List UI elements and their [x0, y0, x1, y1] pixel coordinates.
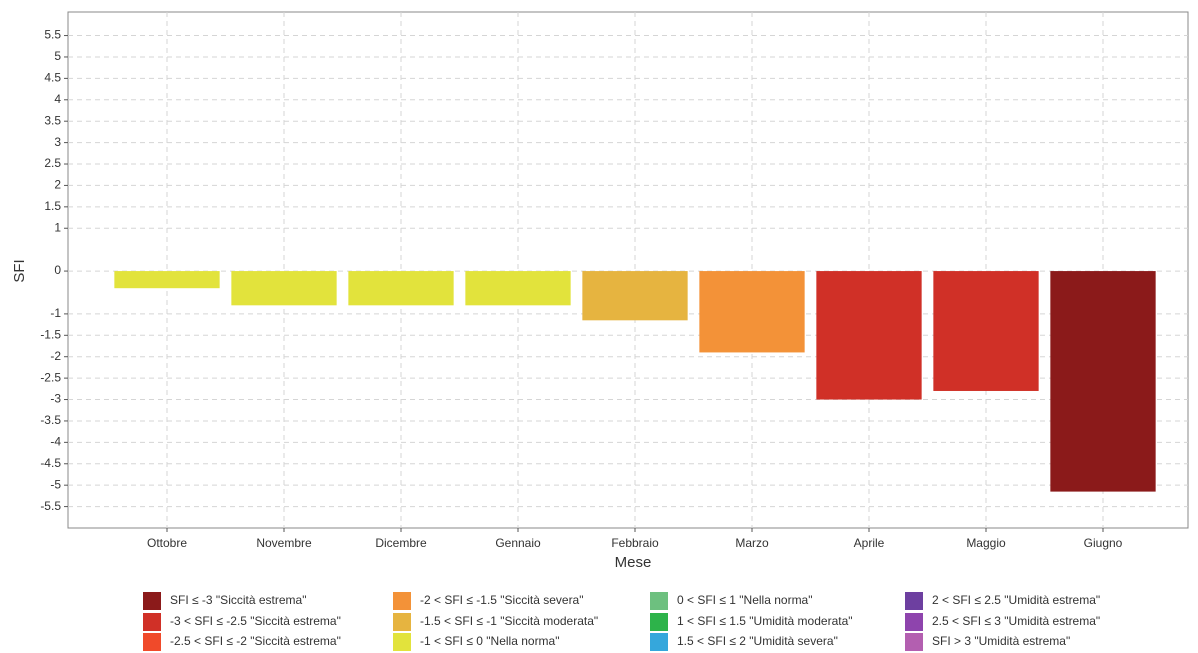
y-tick-label: 3	[54, 135, 61, 149]
legend-label: -1 < SFI ≤ 0 "Nella norma"	[420, 634, 560, 648]
legend-swatch	[650, 633, 668, 651]
bar	[1050, 271, 1156, 492]
y-tick-label: -4.5	[40, 456, 61, 470]
x-tick-label: Giugno	[1084, 536, 1123, 550]
y-tick-label: -5.5	[40, 499, 61, 513]
y-tick-label: 5	[54, 49, 61, 63]
bar	[582, 271, 688, 321]
y-axis-label: SFI	[11, 259, 28, 282]
y-tick-label: 1	[54, 220, 61, 234]
legend-label: 1.5 < SFI ≤ 2 "Umidità severa"	[677, 634, 838, 648]
y-tick-label: 4.5	[44, 71, 61, 85]
legend-swatch	[393, 633, 411, 651]
y-tick-label: 2.5	[44, 156, 61, 170]
legend-swatch	[905, 613, 923, 631]
y-tick-label: 1.5	[44, 199, 61, 213]
bar	[348, 271, 454, 306]
legend-label: 2.5 < SFI ≤ 3 "Umidità estrema"	[932, 614, 1100, 628]
x-tick-label: Febbraio	[611, 536, 659, 550]
legend-swatch	[905, 592, 923, 610]
bar	[231, 271, 337, 306]
legend-swatch	[393, 592, 411, 610]
legend-label: 0 < SFI ≤ 1 "Nella norma"	[677, 593, 813, 607]
y-tick-label: -3	[50, 392, 61, 406]
y-tick-label: -1	[50, 306, 61, 320]
y-tick-label: 4	[54, 92, 61, 106]
x-tick-label: Aprile	[854, 536, 885, 550]
legend-swatch	[650, 613, 668, 631]
legend-swatch	[905, 633, 923, 651]
legend-label: -2.5 < SFI ≤ -2 "Siccità estrema"	[170, 634, 341, 648]
x-tick-label: Gennaio	[495, 536, 541, 550]
y-tick-label: -1.5	[40, 327, 61, 341]
legend-label: 1 < SFI ≤ 1.5 "Umidità moderata"	[677, 614, 853, 628]
y-tick-label: -3.5	[40, 413, 61, 427]
legend-label: SFI ≤ -3 "Siccità estrema"	[170, 593, 306, 607]
x-tick-label: Dicembre	[375, 536, 427, 550]
legend-swatch	[143, 592, 161, 610]
bar	[465, 271, 571, 306]
legend-swatch	[143, 613, 161, 631]
y-tick-label: 3.5	[44, 113, 61, 127]
bar	[816, 271, 922, 400]
legend-swatch	[143, 633, 161, 651]
y-tick-label: -2	[50, 349, 61, 363]
y-tick-label: 0	[54, 263, 61, 277]
bar	[699, 271, 805, 353]
bar	[114, 271, 220, 289]
x-tick-label: Marzo	[735, 536, 769, 550]
x-tick-label: Maggio	[966, 536, 1006, 550]
legend-label: SFI > 3 "Umidità estrema"	[932, 634, 1070, 648]
y-tick-label: 2	[54, 178, 61, 192]
bar	[933, 271, 1039, 391]
y-tick-label: 5.5	[44, 28, 61, 42]
legend-label: -1.5 < SFI ≤ -1 "Siccità moderata"	[420, 614, 598, 628]
panel-border	[67, 11, 1189, 529]
x-tick-label: Novembre	[256, 536, 312, 550]
legend-label: 2 < SFI ≤ 2.5 "Umidità estrema"	[932, 593, 1100, 607]
legend-label: -3 < SFI ≤ -2.5 "Siccità estrema"	[170, 614, 341, 628]
x-tick-label: Ottobre	[147, 536, 187, 550]
x-axis-label: Mese	[615, 554, 652, 571]
y-tick-label: -4	[50, 435, 61, 449]
legend-label: -2 < SFI ≤ -1.5 "Siccità severa"	[420, 593, 584, 607]
y-tick-label: -5	[50, 477, 61, 491]
y-tick-label: -2.5	[40, 370, 61, 384]
legend-swatch	[393, 613, 411, 631]
legend-swatch	[650, 592, 668, 610]
